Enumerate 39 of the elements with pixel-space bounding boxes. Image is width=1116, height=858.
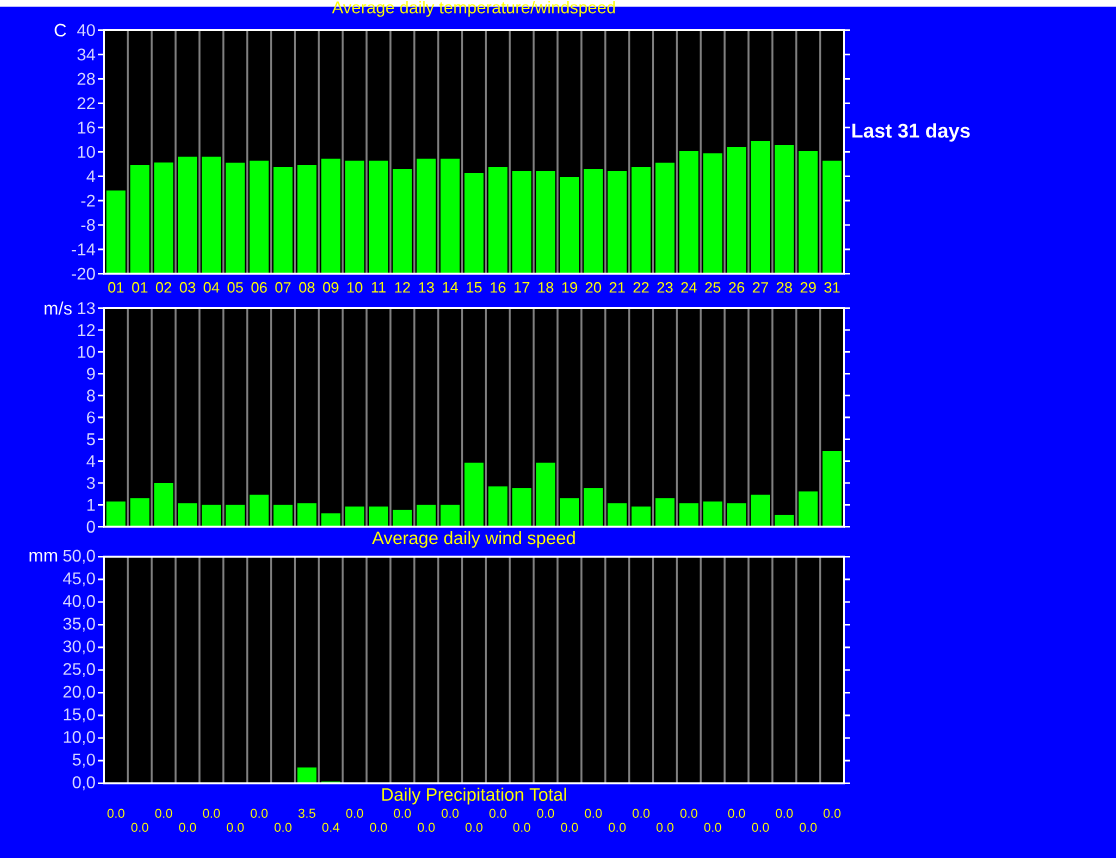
y-tick-label: -14 (71, 243, 96, 255)
y-tick-label: 10,0 (63, 730, 95, 745)
y-tick-label: 15,0 (63, 708, 95, 722)
y-tick-label: 6 (87, 411, 95, 424)
y-tick-label: 4 (86, 454, 96, 467)
y-tick-label: 4 (86, 170, 96, 182)
y-axis-title: m/s (44, 301, 72, 315)
y-tick-label: -8 (81, 218, 95, 231)
y-tick-label: 28 (77, 72, 95, 85)
y-tick-label: 35,0 (63, 617, 95, 632)
y-tick-label: 50,0 (63, 549, 95, 564)
y-tick-label: 25,0 (63, 662, 95, 677)
y-tick-label: 45,0 (63, 572, 95, 587)
y-axis-title: C (54, 23, 67, 37)
text: Last 31 days (852, 122, 970, 142)
y-tick-label: 10 (78, 145, 95, 158)
y-tick-label: 5 (86, 433, 95, 445)
y-tick-label: 8 (86, 389, 95, 402)
y-tick-label: 9 (86, 367, 95, 380)
y-tick-label: 3 (86, 476, 95, 489)
y-tick-label: 16 (78, 121, 95, 134)
y-tick-label: 20,0 (63, 685, 95, 700)
y-tick-label: 1 (87, 498, 95, 511)
y-axis-title: mm (29, 551, 58, 562)
y-tick-label: 40 (77, 23, 95, 36)
y-tick-label: 12 (78, 323, 95, 336)
y-tick-label: 34 (77, 48, 96, 61)
y-tick-label: 0 (86, 520, 95, 533)
y-tick-label: 40,0 (63, 594, 95, 609)
y-tick-label: 10 (78, 345, 95, 358)
y-tick-label: 13 (78, 301, 95, 314)
y-tick-label: 22 (77, 96, 95, 109)
y-tick-label: -2 (81, 194, 95, 207)
y-tick-label: -20 (71, 267, 95, 280)
x-axis-title: Daily Precipitation Total (382, 787, 566, 805)
y-tick-label: 30,0 (63, 640, 95, 654)
x-axis-title: Average daily wind speed (372, 530, 575, 548)
y-tick-label: 0,0 (72, 775, 95, 790)
y-tick-label: 5,0 (72, 753, 95, 768)
